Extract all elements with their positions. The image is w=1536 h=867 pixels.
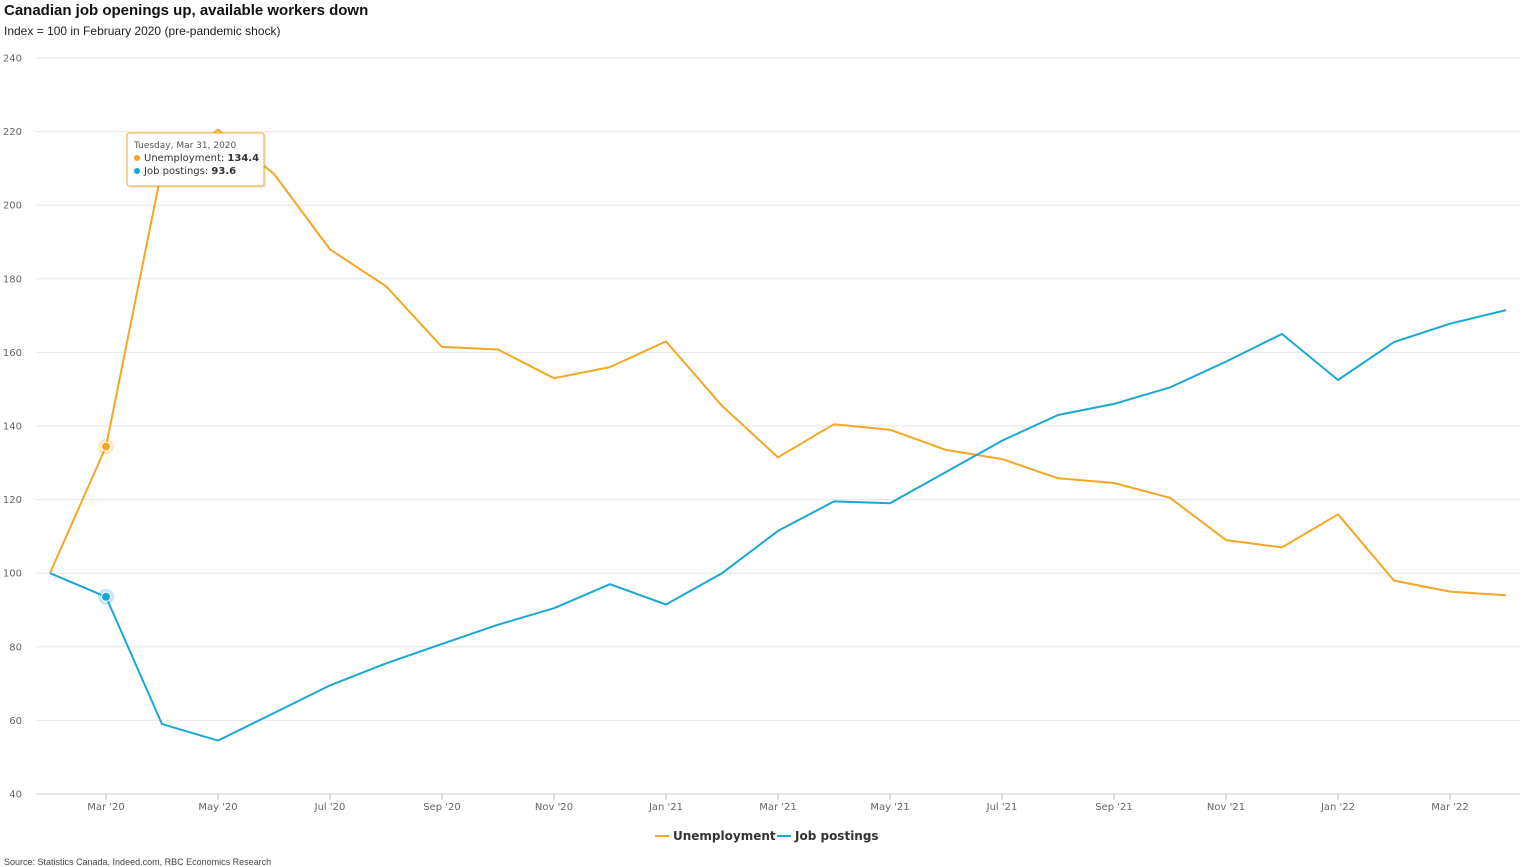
x-axis: Mar '20 May '20 Jul '20 Sep '20 Nov '20 Jan '… [87,794,1469,813]
x-tick-label: Nov '21 [1207,802,1245,813]
y-tick-label: 240 [3,54,22,65]
x-tick-label: Jan '21 [648,802,683,813]
series-line-unemployment [49,128,1507,597]
tooltip-date: Tuesday, Mar 31, 2020 [133,141,237,151]
grid-lines [36,57,1520,795]
y-axis: 40 60 80 100 120 140 160 180 200 220 240 [3,54,22,801]
tooltip: Tuesday, Mar 31, 2020 Unemployment: 134.4… [126,132,266,188]
tooltip-box [126,132,265,187]
y-tick-label: 60 [9,716,22,727]
legend: Unemployment Job postings [655,829,879,843]
y-tick-label: 160 [3,348,22,359]
x-tick-label: Mar '21 [759,802,797,813]
x-tick-label: Nov '20 [535,802,573,813]
chart-source: Source: Statistics Canada, Indeed.com, R… [4,857,272,867]
y-tick-label: 80 [9,642,22,653]
tooltip-swatch [134,168,140,174]
hover-point [101,441,111,452]
tooltip-swatch [134,155,140,161]
series-line-job-postings [49,309,1507,742]
legend-item-job-postings: Job postings [794,829,879,843]
x-tick-label: Jul '21 [986,802,1018,813]
x-tick-label: Mar '20 [87,802,125,813]
x-tick-label: May '20 [198,802,237,813]
x-tick-label: May '21 [870,802,909,813]
y-tick-label: 180 [3,274,22,285]
tooltip-item: Job postings: 93.6 [143,166,236,177]
x-tick-label: Jul '20 [314,802,346,813]
chart-title: Canadian job openings up, available work… [4,2,369,19]
y-tick-label: 140 [3,422,22,433]
y-tick-label: 200 [3,201,22,212]
chart-subtitle: Index = 100 in February 2020 (pre-pandem… [4,24,281,38]
hover-markers [98,438,114,605]
tooltip-item: Unemployment: 134.4 [144,153,259,164]
y-tick-label: 40 [9,790,22,801]
series-lines [49,128,1507,742]
x-tick-label: Sep '21 [1095,802,1133,813]
y-tick-label: 120 [3,495,22,506]
legend-item-unemployment: Unemployment [673,829,776,843]
hover-point [101,591,111,602]
x-tick-label: Mar '22 [1431,802,1469,813]
x-tick-label: Sep '20 [423,802,461,813]
x-tick-label: Jan '22 [1320,802,1355,813]
y-tick-label: 220 [3,127,22,138]
y-tick-label: 100 [3,569,22,580]
